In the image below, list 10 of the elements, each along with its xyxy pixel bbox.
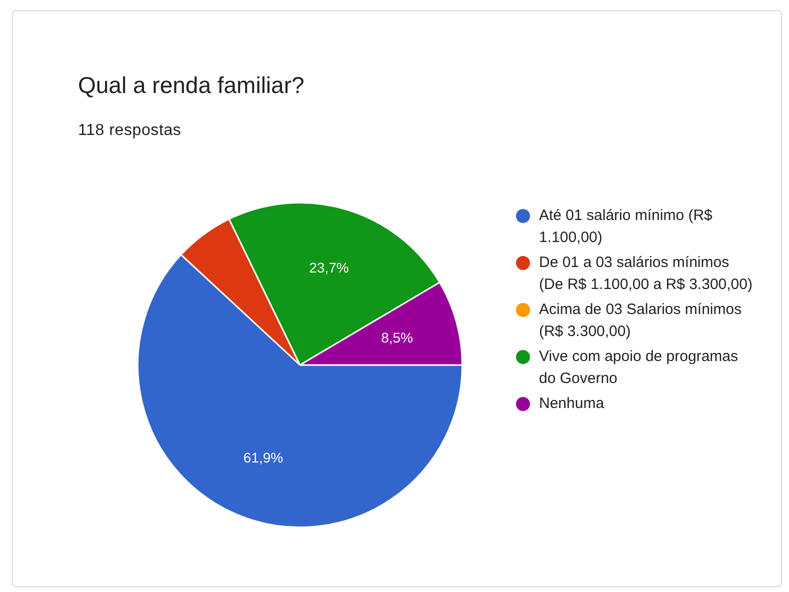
- data-label: 8,5%: [381, 329, 413, 346]
- legend-label: Vive com apoio de programas do Governo: [539, 347, 739, 389]
- chart-subtitle: 118 respostas: [78, 122, 182, 140]
- data-label: 23,7%: [309, 260, 349, 276]
- chart-title: Qual a renda familiar?: [78, 72, 304, 99]
- data-label: 61,9%: [243, 450, 284, 466]
- legend-label: Acima de 03 Salarios mínimos (R$ 3.300,00): [539, 300, 743, 342]
- legend-label: De 01 a 03 salários mínimos (De R$ 1.100,00 a R$ 3.300,00): [539, 253, 754, 295]
- legend-label: Nenhuma: [539, 394, 604, 414]
- legend-label: Até 01 salário mínimo (R$ 1.100,00): [539, 206, 714, 248]
